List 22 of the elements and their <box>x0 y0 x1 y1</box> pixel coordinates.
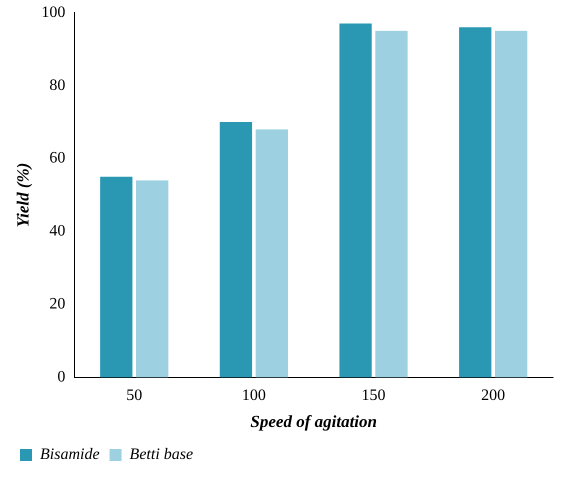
x-axis-title: Speed of agitation <box>250 412 377 432</box>
legend-label: Betti base <box>130 446 194 464</box>
bar <box>494 30 528 378</box>
bar <box>375 30 408 378</box>
y-axis-title: Yield (%) <box>14 162 33 228</box>
legend-label: Bisamide <box>40 446 100 464</box>
bar <box>136 180 168 378</box>
x-tick-label: 150 <box>362 387 386 404</box>
bar <box>459 27 492 378</box>
y-tick-label: 80 <box>49 76 66 94</box>
bar <box>100 176 132 378</box>
y-tick-label: 0 <box>57 368 66 386</box>
y-tick-label: 40 <box>49 222 66 240</box>
bar <box>220 122 252 378</box>
bar <box>256 129 288 378</box>
x-tick-label: 50 <box>126 387 142 404</box>
x-tick-label: 200 <box>481 387 506 404</box>
y-tick-label: 20 <box>49 296 66 313</box>
y-tick-label: 60 <box>49 150 66 167</box>
y-tick-label: 100 <box>41 4 66 21</box>
bar <box>339 24 372 378</box>
x-tick-label: 100 <box>242 387 266 404</box>
